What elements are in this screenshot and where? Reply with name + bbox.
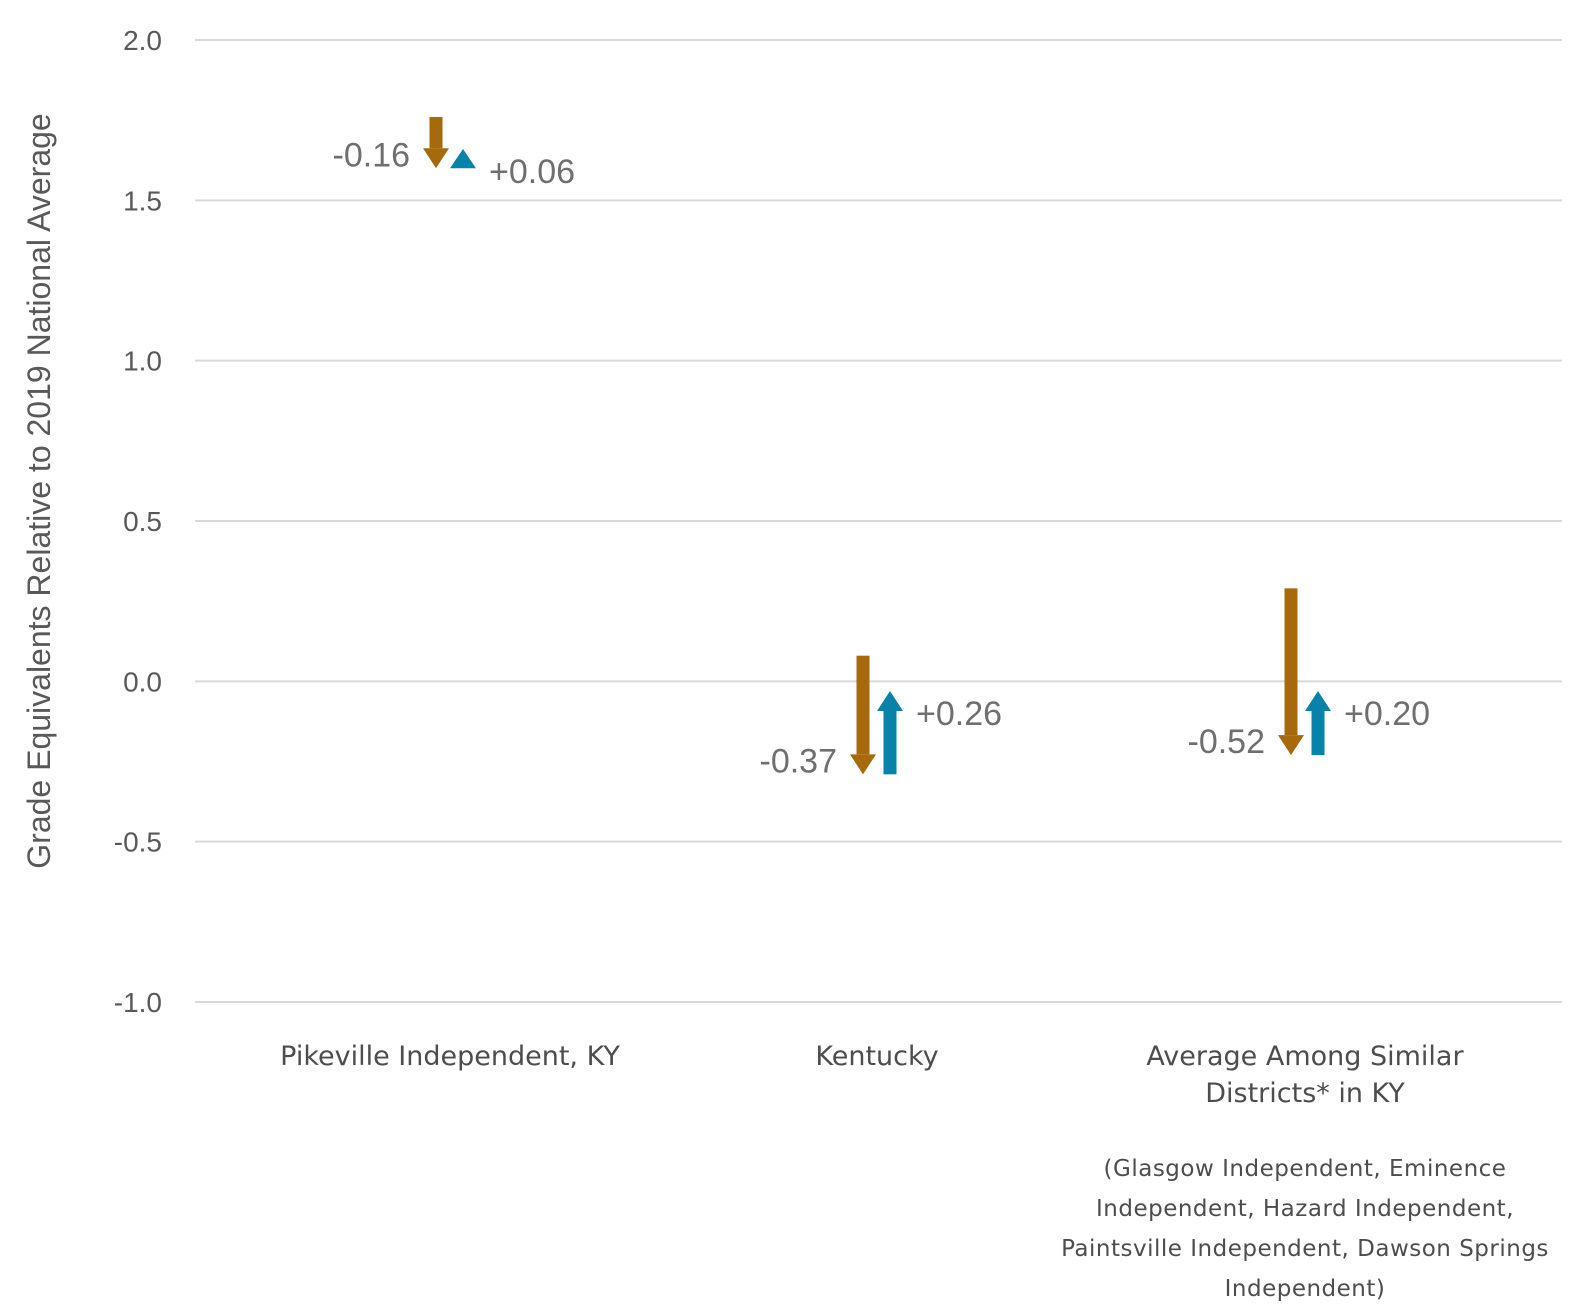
recovery-arrow-head (1305, 690, 1331, 711)
decline-arrow-shaft (1284, 588, 1298, 736)
y-axis-ticks: 2.0 1.5 1.0 0.5 0.0 -0.5 -1.0 (114, 25, 162, 1018)
recovery-arrow-shaft (883, 710, 897, 775)
category-label: Average Among Similar (1146, 1041, 1464, 1072)
decline-arrow-head (423, 148, 449, 169)
arrows (423, 116, 1331, 775)
decline-arrow (423, 116, 449, 169)
recovery-arrow-head (877, 690, 903, 711)
gridlines (195, 39, 1562, 1003)
y-tick-label: 1.0 (123, 346, 162, 377)
y-tick-label: 0.5 (123, 506, 162, 537)
recovery-label: +0.20 (1344, 695, 1430, 733)
y-axis-title: Grade Equivalents Relative to 2019 Natio… (21, 113, 57, 868)
category-labels: Pikeville Independent, KY Kentucky Average… (280, 1041, 1549, 1302)
y-tick-label: 0.0 (123, 666, 162, 697)
y-tick-label: -0.5 (114, 827, 162, 858)
decline-arrow (850, 655, 876, 775)
decline-label: -0.16 (333, 136, 411, 174)
category-note: Independent, Hazard Independent, (1096, 1196, 1514, 1222)
y-tick-label: 1.5 (123, 185, 162, 216)
decline-arrow-head (1278, 735, 1304, 756)
y-tick-label: -1.0 (114, 987, 162, 1018)
category-note: Paintsville Independent, Dawson Springs (1061, 1236, 1549, 1262)
decline-arrow (1278, 588, 1304, 756)
decline-arrow-shaft (429, 116, 443, 149)
category-note: Independent) (1225, 1276, 1386, 1302)
decline-label: -0.52 (1188, 723, 1266, 761)
recovery-arrow (877, 690, 903, 775)
recovery-arrow (1305, 690, 1331, 756)
recovery-arrow (450, 149, 476, 169)
recovery-label: +0.06 (489, 153, 575, 191)
decline-label: -0.37 (760, 742, 838, 780)
decline-arrow-head (850, 754, 876, 775)
recovery-arrow-shaft (1311, 710, 1325, 756)
decline-arrow-shaft (856, 655, 870, 755)
recovery-label: +0.26 (916, 695, 1002, 733)
recovery-arrow-head (450, 149, 476, 169)
data-labels: -0.16 +0.06 -0.37 +0.26 -0.52 +0.20 (333, 136, 1431, 780)
category-label: Pikeville Independent, KY (280, 1041, 620, 1072)
category-label: Districts* in KY (1205, 1078, 1405, 1109)
category-label: Kentucky (815, 1041, 938, 1072)
y-tick-label: 2.0 (123, 25, 162, 56)
category-note: (Glasgow Independent, Eminence (1104, 1156, 1507, 1182)
